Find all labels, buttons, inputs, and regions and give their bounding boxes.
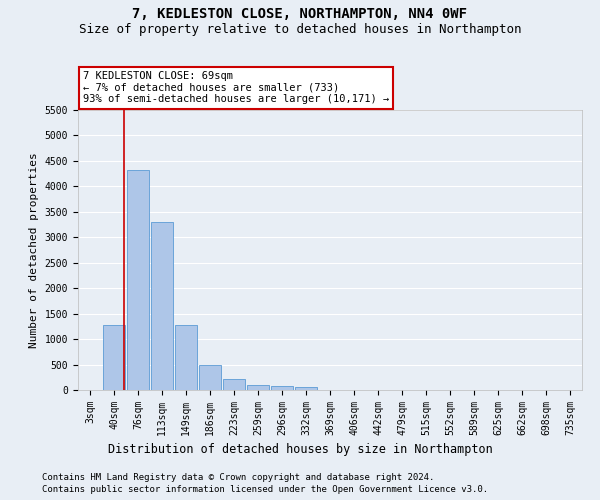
Text: Contains public sector information licensed under the Open Government Licence v3: Contains public sector information licen…: [42, 485, 488, 494]
Bar: [247, 386, 269, 390]
Y-axis label: Number of detached properties: Number of detached properties: [29, 152, 39, 348]
Bar: [199, 365, 221, 390]
Bar: [103, 326, 125, 390]
Text: Contains HM Land Registry data © Crown copyright and database right 2024.: Contains HM Land Registry data © Crown c…: [42, 472, 434, 482]
Bar: [127, 170, 149, 390]
Text: Size of property relative to detached houses in Northampton: Size of property relative to detached ho…: [79, 22, 521, 36]
Bar: [295, 387, 317, 390]
Text: Distribution of detached houses by size in Northampton: Distribution of detached houses by size …: [107, 442, 493, 456]
Text: 7, KEDLESTON CLOSE, NORTHAMPTON, NN4 0WF: 7, KEDLESTON CLOSE, NORTHAMPTON, NN4 0WF: [133, 8, 467, 22]
Bar: [151, 222, 173, 390]
Text: 7 KEDLESTON CLOSE: 69sqm
← 7% of detached houses are smaller (733)
93% of semi-d: 7 KEDLESTON CLOSE: 69sqm ← 7% of detache…: [83, 71, 389, 104]
Bar: [175, 325, 197, 390]
Bar: [223, 379, 245, 390]
Bar: [271, 386, 293, 390]
